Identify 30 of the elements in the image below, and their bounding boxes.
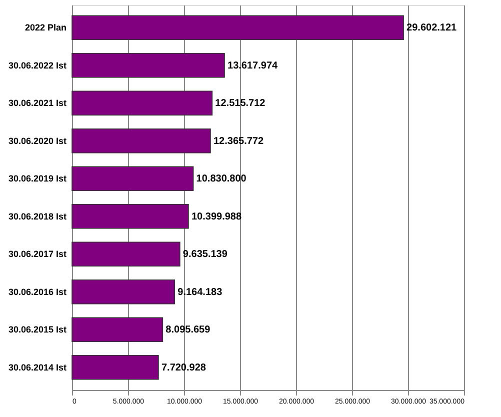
y-tick-label: 30.06.2021 Ist xyxy=(8,98,66,108)
bar xyxy=(72,52,225,78)
data-label: 12.365.772 xyxy=(213,136,264,147)
bar xyxy=(72,15,404,40)
data-label: 9.635.139 xyxy=(182,249,228,260)
bar xyxy=(72,242,180,267)
data-label: 7.720.928 xyxy=(161,362,206,374)
bar xyxy=(72,90,213,116)
y-tick-label: 30.06.2018 Ist xyxy=(8,211,66,222)
y-tick-label: 30.06.2016 Ist xyxy=(8,286,66,297)
bar xyxy=(72,317,164,342)
bar xyxy=(72,166,194,192)
y-tick-label: 30.06.2020 Ist xyxy=(8,136,66,146)
data-label: 10.399.988 xyxy=(191,211,242,222)
bar xyxy=(72,204,189,229)
y-tick-label: 30.06.2014 Ist xyxy=(8,362,66,372)
y-tick-label: 30.06.2017 Ist xyxy=(8,249,66,260)
data-label: 12.515.712 xyxy=(215,98,266,110)
data-label: 13.617.974 xyxy=(228,60,278,72)
bar xyxy=(72,354,159,380)
bar xyxy=(72,128,211,154)
data-label: 29.602.121 xyxy=(406,22,458,34)
data-label: 9.164.183 xyxy=(178,286,223,298)
y-tick-label: 30.06.2022 Ist xyxy=(8,60,66,70)
y-tick-label: 2022 Plan xyxy=(24,22,66,33)
data-label: 10.830.800 xyxy=(196,174,247,185)
y-tick-label: 30.06.2015 Ist xyxy=(8,324,66,335)
y-tick-label: 30.06.2019 Ist xyxy=(8,174,66,184)
bar xyxy=(72,279,176,304)
data-label: 8.095.659 xyxy=(166,324,211,336)
